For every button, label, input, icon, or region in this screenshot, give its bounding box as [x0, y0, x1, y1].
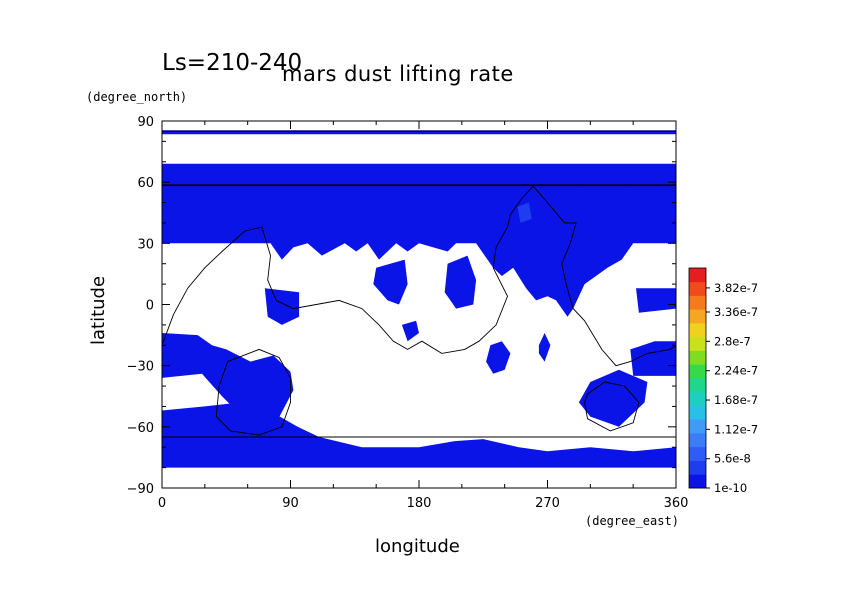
- dust-region-10: [264, 288, 300, 325]
- dust-region-7: [538, 333, 551, 362]
- colorbar-frame: [688, 267, 707, 489]
- dust-region-5: [578, 369, 648, 427]
- colorbar-cell-6: [689, 391, 706, 406]
- y-tick-label: 90: [137, 115, 154, 130]
- dust-region-9: [444, 255, 477, 309]
- topography-contours: [162, 130, 676, 438]
- dust-region-3: [162, 333, 294, 423]
- topography-contour-3: [162, 185, 676, 367]
- chart-subtitle: Ls=210-240: [162, 50, 303, 76]
- x-tick-label: 0: [158, 496, 166, 511]
- y-tick-label: 30: [137, 237, 154, 252]
- dust-region-6: [486, 341, 511, 374]
- y-tick-label: 0: [146, 299, 154, 314]
- dust-region-8: [373, 259, 408, 305]
- colorbar-label: 1e-10: [714, 481, 747, 495]
- colorbar-label: 3.36e-7: [714, 305, 758, 319]
- dust-region-4: [630, 341, 676, 376]
- colorbar-cell-10: [689, 336, 706, 351]
- colorbar-cell-7: [689, 378, 706, 393]
- colorbar-cell-13: [689, 295, 706, 310]
- dust-region-13: [524, 210, 548, 236]
- dust-region-11: [636, 288, 676, 313]
- colorbar-label: 2.8e-7: [714, 334, 751, 348]
- y-tick-label: −60: [127, 421, 154, 436]
- dust-region-15: [219, 402, 262, 427]
- colorbar-cell-8: [689, 364, 706, 379]
- x-tick-label: 90: [282, 496, 299, 511]
- x-axis-unit: (degree_east): [585, 514, 679, 528]
- colorbar-label: 1.68e-7: [714, 393, 758, 407]
- colorbar-label: 3.82e-7: [714, 281, 758, 295]
- dust-region-12: [401, 320, 419, 342]
- colorbar-cell-0: [689, 474, 706, 489]
- axes: 0 90 180 270 360 −90 −60 −30 0 30 60 90: [127, 115, 689, 511]
- colorbar-cell-14: [689, 281, 706, 296]
- chart-title: mars dust lifting rate: [282, 62, 514, 86]
- colorbar-cell-5: [689, 405, 706, 420]
- x-tick-label: 180: [407, 496, 432, 511]
- colorbar-cell-1: [689, 460, 706, 475]
- colorbar-cell-12: [689, 309, 706, 324]
- colorbar-cell-4: [689, 419, 706, 434]
- x-axis-title: longitude: [375, 536, 460, 557]
- topography-contour-5: [584, 381, 640, 432]
- dust-region-14: [578, 178, 634, 199]
- colorbar-label: 1.12e-7: [714, 422, 758, 436]
- dust-region-2: [162, 402, 676, 468]
- colorbar-label: 5.6e-8: [714, 452, 751, 466]
- x-tick-label: 360: [664, 496, 689, 511]
- colorbar-cell-2: [689, 446, 706, 461]
- x-tick-label: 270: [535, 496, 560, 511]
- topography-contour-4: [215, 348, 291, 436]
- y-axis-unit: (degree_north): [86, 90, 188, 104]
- dust-region-16: [517, 202, 532, 223]
- colorbar-label: 2.24e-7: [714, 364, 758, 378]
- colorbar-cell-15: [689, 268, 706, 283]
- colorbar: 1e-10 5.6e-8 1.12e-7 1.68e-7 2.24e-7 2.8e-7 3.…: [688, 267, 758, 495]
- y-tick-label: 60: [137, 176, 154, 191]
- y-tick-label: −30: [127, 360, 154, 375]
- colorbar-cell-9: [689, 350, 706, 365]
- colorbar-cell-11: [689, 323, 706, 338]
- y-tick-label: −90: [127, 482, 154, 497]
- colorbar-cell-3: [689, 433, 706, 448]
